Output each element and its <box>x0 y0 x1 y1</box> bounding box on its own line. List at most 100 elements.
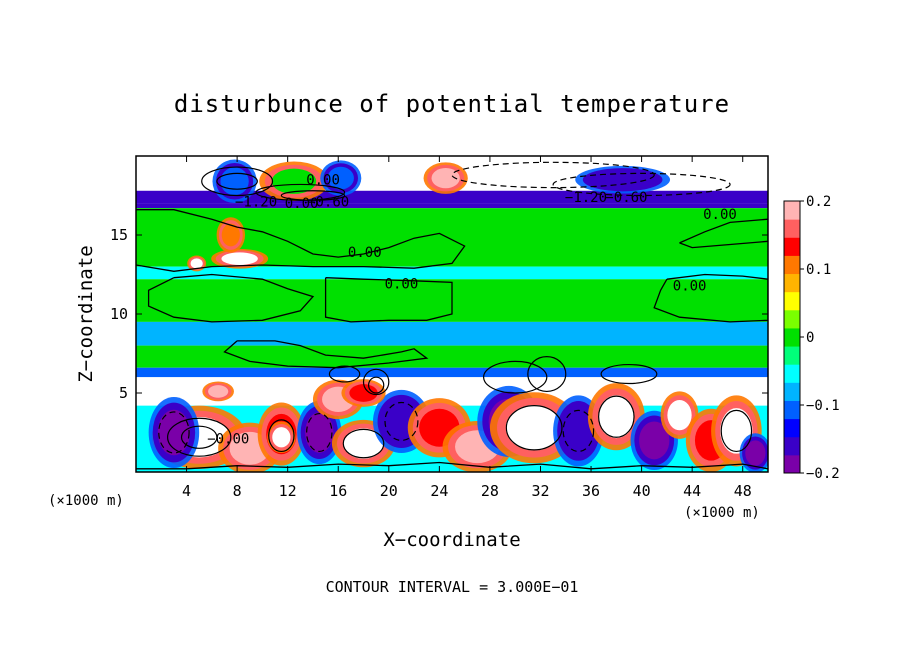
colorbar-tick-label-2: 0 <box>806 330 814 346</box>
x-tick-label-8: 36 <box>582 482 600 500</box>
contour-label-10: −0.00 <box>207 432 249 448</box>
contour-loop-12 <box>216 172 258 190</box>
contour-loop-2 <box>158 411 190 454</box>
y-tick-label-1: 10 <box>110 305 128 323</box>
x-tick-label-6: 28 <box>481 482 499 500</box>
x-tick-label-4: 20 <box>380 482 398 500</box>
zero-contour-3 <box>653 273 768 323</box>
x-tick-label-1: 8 <box>233 482 242 500</box>
x-unit-label-left: (×1000 m) <box>48 493 124 509</box>
y-axis-ticks: 5 10 15 <box>110 226 768 402</box>
contour-loop-15 <box>451 161 655 189</box>
colorbar-cell-14 <box>784 201 800 220</box>
heatmap-blob-20 <box>208 385 229 398</box>
contour-loop-7 <box>505 405 563 451</box>
contour-loop-18 <box>367 376 385 394</box>
colorbar-tick-label-4: −0.2 <box>806 466 840 482</box>
x-tick-label-9: 40 <box>633 482 651 500</box>
heatmap-blob-24 <box>190 258 203 269</box>
contour-loop-19 <box>483 360 548 394</box>
contour-label-3: −0.60 <box>307 195 349 211</box>
heatmap-band-9 <box>136 367 768 378</box>
contour-loop-21 <box>600 363 658 385</box>
contour-loop-22 <box>328 365 361 383</box>
heatmap-blob-28 <box>431 168 460 189</box>
contour-label-1: −1.20 <box>235 195 277 211</box>
colorbar-tick-label-1: 0.1 <box>806 262 831 278</box>
contour-loop-5 <box>342 428 385 459</box>
zero-contour-2 <box>324 277 453 323</box>
contour-label-9: 0.00 <box>673 278 707 294</box>
colorbar-cells <box>784 201 800 473</box>
contour-loop-14 <box>280 190 346 201</box>
heatmap-blob-29 <box>592 170 653 189</box>
x-axis-label: X−coordinate <box>383 529 520 551</box>
x-unit-label-right: (×1000 m) <box>684 505 760 521</box>
heatmap-blob-23 <box>221 223 240 247</box>
y-tick-label-0: 5 <box>119 384 128 402</box>
zero-contour-6 <box>136 461 768 470</box>
x-tick-label-2: 12 <box>279 482 297 500</box>
colorbar-ticks: 0.2 0.1 0 −0.1 −0.2 <box>800 194 840 482</box>
colorbar-cell-8 <box>784 309 800 329</box>
heatmap-blob-4 <box>272 427 291 448</box>
zero-contour-4 <box>679 218 768 249</box>
zero-contour-1 <box>147 273 315 323</box>
colorbar-cell-0 <box>784 454 800 473</box>
colorbar-cell-2 <box>784 418 800 438</box>
y-axis-label: Z−coordinate <box>75 245 97 382</box>
zero-contour-0 <box>136 209 466 272</box>
heatmap-blob-21 <box>349 384 378 402</box>
heatmap-blobs <box>148 159 768 472</box>
contour-loop-20 <box>527 356 567 393</box>
heatmap-blob-7 <box>343 428 384 459</box>
contour-labels: 0.00−1.200.00−0.60 −1.20−0.600.000.000.00… <box>207 172 737 447</box>
heatmap-band-8 <box>136 345 768 368</box>
heatmap-band-3 <box>136 203 768 209</box>
contour-label-0: 0.00 <box>285 196 319 212</box>
heatmap-blob-15 <box>639 421 670 460</box>
colorbar-cell-3 <box>784 400 800 420</box>
contour-loop-17 <box>362 368 390 396</box>
contour-label-7: 0.00 <box>348 245 382 261</box>
colorbar-cell-10 <box>784 273 800 293</box>
colorbar-cell-9 <box>784 291 800 311</box>
heatmap-blob-26 <box>271 168 317 194</box>
heatmap-blob-22 <box>221 252 258 266</box>
contour-loop-9 <box>598 395 635 438</box>
x-tick-label-0: 4 <box>182 482 191 500</box>
contour-loop-10 <box>720 409 753 453</box>
contour-label-2: 0.00 <box>306 172 340 188</box>
colorbar-cell-7 <box>784 327 800 347</box>
contour-loop-3 <box>268 419 295 453</box>
colorbar-cell-6 <box>784 346 800 365</box>
contour-loop-8 <box>562 409 595 453</box>
heatmap-blob-16 <box>667 399 692 431</box>
colorbar-cell-4 <box>784 382 800 401</box>
chart-title: disturbunce of potential temperature <box>174 90 730 118</box>
heatmap-blob-19 <box>745 440 766 466</box>
heatmap-blob-25 <box>220 167 249 196</box>
contour-lines <box>136 161 768 470</box>
heatmap-band-7 <box>136 321 768 346</box>
heatmap-blob-12 <box>505 405 563 451</box>
heatmap-band-5 <box>136 266 768 280</box>
contour-loop-11 <box>201 166 274 197</box>
contour-loop-6 <box>384 401 419 442</box>
contour-label-8: 0.00 <box>385 277 419 293</box>
colorbar: 0.2 0.1 0 −0.1 −0.2 <box>783 194 840 482</box>
x-tick-label-11: 48 <box>734 482 752 500</box>
colorbar-cell-12 <box>784 237 800 256</box>
colorbar-tick-label-3: −0.1 <box>806 398 840 414</box>
x-tick-label-10: 44 <box>683 482 701 500</box>
colorbar-tick-label-0: 0.2 <box>806 194 831 210</box>
heatmap-blob-5 <box>305 412 334 453</box>
colorbar-cell-11 <box>784 255 800 275</box>
contour-loop-4 <box>306 412 333 453</box>
heatmap-field: 0.00−1.200.00−0.60 −1.20−0.600.000.000.00… <box>136 156 768 472</box>
contour-loop-16 <box>552 172 731 197</box>
heatmap-blob-13 <box>562 408 595 454</box>
x-axis-ticks: 4 8 12 16 20 24 28 32 36 40 44 48 <box>182 156 752 500</box>
contour-label-6: 0.00 <box>703 207 737 223</box>
